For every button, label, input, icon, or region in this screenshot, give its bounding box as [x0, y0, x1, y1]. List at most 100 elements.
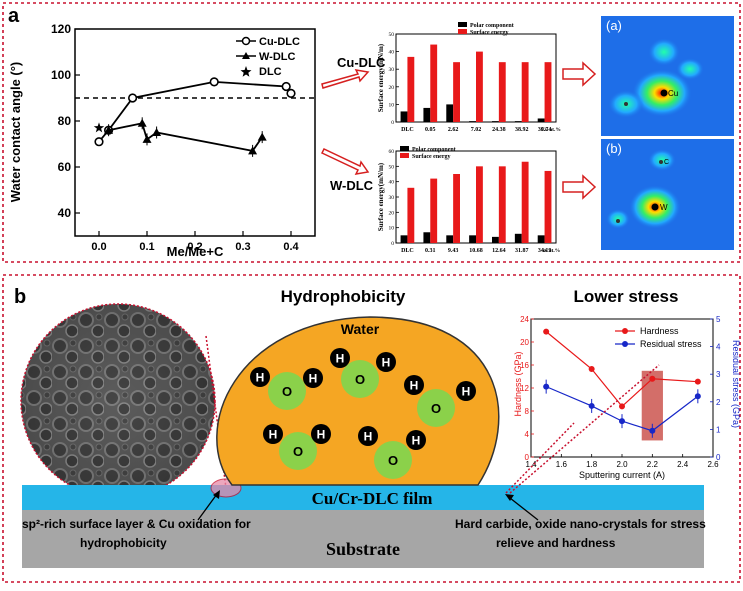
legend-dlc: DLC	[259, 66, 282, 78]
bar_bottom-polar-bar	[514, 233, 522, 243]
bar_bottom-ytick-label: 30	[389, 195, 395, 201]
hydrogen-atom	[263, 424, 283, 444]
bar_bottom-category-label: 0.31	[425, 248, 436, 254]
hydrogen-label: H	[382, 356, 391, 370]
note-left-line1: sp²-rich surface layer & Cu oxidation fo…	[22, 517, 251, 531]
bar_bottom-polar-bar	[400, 235, 408, 243]
bar_top-ytick-label: 20	[389, 85, 395, 91]
bar-bottom-legend-polar: Polar component	[412, 147, 456, 153]
hydrogen-label: H	[462, 385, 471, 399]
hydrogen-atom	[406, 430, 426, 450]
cu-dlc-arrow: Cu-DLC	[321, 55, 386, 89]
bar_bottom-se-bar	[544, 170, 552, 243]
map-b-atom-label: W	[660, 203, 668, 212]
hydrogen-atom	[311, 424, 331, 444]
hardness-point	[694, 378, 701, 385]
ca-xtick-label: 0.3	[235, 241, 250, 253]
bar_top-se-bar	[453, 62, 460, 122]
hydrogen-atom	[330, 348, 350, 368]
bar_top-se-bar	[407, 56, 415, 122]
hydrogen-atom	[376, 352, 396, 372]
stress-point	[543, 383, 550, 390]
bar_top-ytick-label: 40	[389, 50, 395, 56]
bar_top-polar-bar	[423, 107, 431, 122]
hs-ytick-right-label: 2	[716, 398, 721, 407]
oxygen-label: O	[388, 453, 398, 468]
arrow-to-map-a	[562, 61, 597, 87]
ca-ytick-label: 120	[51, 22, 71, 36]
bar_top-se-bar	[498, 62, 506, 122]
bar-top-unit: Cu at.%	[541, 127, 561, 133]
bar_bottom-polar-bar	[537, 235, 545, 243]
contact-angle-chart: 40 60 80 100 120 0.0 0.1 0.2 0.3 0.4 Water conta…	[8, 22, 316, 259]
bar_top-ytick-label: 10	[389, 102, 395, 108]
oxygen-atom	[279, 432, 317, 470]
hydrogen-label: H	[364, 430, 373, 444]
note-left: sp²-rich surface layer & Cu oxidation fo…	[22, 490, 251, 550]
hs-xtick-label: 2.4	[677, 460, 689, 469]
hs-xtick-label: 1.8	[586, 460, 598, 469]
map-b-carbon-label: C	[664, 159, 669, 166]
oxygen-label: O	[431, 401, 441, 416]
bar_top-category-label: 39.74	[538, 127, 552, 133]
lower-stress-title: Lower stress	[574, 287, 679, 306]
hs-ytick-left-label: 24	[520, 315, 529, 324]
w-dlc-point	[152, 128, 162, 136]
bar_bottom-se-bar	[498, 166, 506, 243]
hydrogen-label: H	[412, 434, 421, 448]
hs-xtick-label: 2.0	[616, 460, 628, 469]
bar_bottom-category-label: 10.68	[469, 248, 483, 254]
hardness-point	[543, 328, 550, 335]
hydrogen-label: H	[317, 428, 326, 442]
bar-bottom-legend-se: Surface energy	[412, 154, 451, 160]
oxygen-atom	[268, 372, 306, 410]
bar_top-polar-bar	[400, 111, 408, 122]
hs-ytick-right-label: 4	[716, 343, 721, 352]
hydrogen-atom	[250, 367, 270, 387]
chart-zoom-line-2	[509, 364, 660, 494]
bar_top-polar-bar	[469, 121, 476, 122]
legend-triangle-marker	[242, 52, 250, 59]
hs-xlabel: Sputtering current (A)	[579, 470, 665, 480]
water-drop: Water OH H OH HOH HOH HOH H	[216, 316, 500, 486]
bar_top-se-bar	[521, 62, 529, 122]
hs-ylabel-right: Residual stress (GPa)	[731, 340, 741, 428]
bar_bottom-category-label: 12.64	[492, 248, 506, 254]
density-map-a: Cu (a)	[601, 16, 734, 136]
hs-xtick-label: 2.2	[647, 460, 659, 469]
bar_top-category-label: 38.92	[515, 127, 529, 133]
ca-ytick-label: 60	[58, 160, 72, 174]
contact-angle-legend: Cu-DLC W-DLC DLC	[236, 36, 300, 78]
hydrogen-label: H	[269, 428, 278, 442]
map-a-atom-label: Cu	[668, 89, 678, 98]
ca-xtick-label: 0.0	[91, 241, 106, 253]
hs-ytick-left-label: 0	[525, 453, 530, 462]
ca-ytick-label: 40	[58, 206, 72, 220]
oxygen-label: O	[293, 444, 303, 459]
w-dlc-arrow-label: W-DLC	[330, 178, 374, 193]
bar_bottom-se-bar	[407, 187, 415, 243]
bar_top-ytick-label: 50	[389, 32, 395, 38]
hydrogen-atom	[404, 375, 424, 395]
panel-a-border	[2, 2, 741, 263]
substrate-layer	[22, 510, 704, 568]
bar_top-polar-bar	[537, 118, 545, 122]
bar_bottom-ytick-label: 50	[389, 164, 395, 170]
note-left-line2: hydrophobicity	[80, 536, 167, 550]
film-label: Cu/Cr-DLC film	[312, 489, 433, 508]
note-right-line2: relieve and hardness	[496, 536, 616, 550]
hs-ytick-right-label: 1	[716, 425, 721, 434]
bar_top-polar-bar	[514, 121, 522, 122]
water-label: Water	[341, 321, 380, 337]
w-dlc-arrow: W-DLC	[320, 148, 374, 193]
stress-point	[619, 418, 625, 425]
hydrogen-label: H	[256, 371, 265, 385]
hs-ytick-right-label: 0	[716, 453, 721, 462]
w-dlc-point	[104, 125, 114, 134]
substrate-label: Substrate	[326, 539, 400, 559]
bar_top-polar-bar	[492, 121, 499, 122]
bar-bottom-unit: W at.%	[542, 248, 560, 254]
bar_top-category-label: 0.05	[425, 127, 436, 133]
bar-bottom-ylabel: Surface energy(mN/m)	[377, 162, 385, 231]
